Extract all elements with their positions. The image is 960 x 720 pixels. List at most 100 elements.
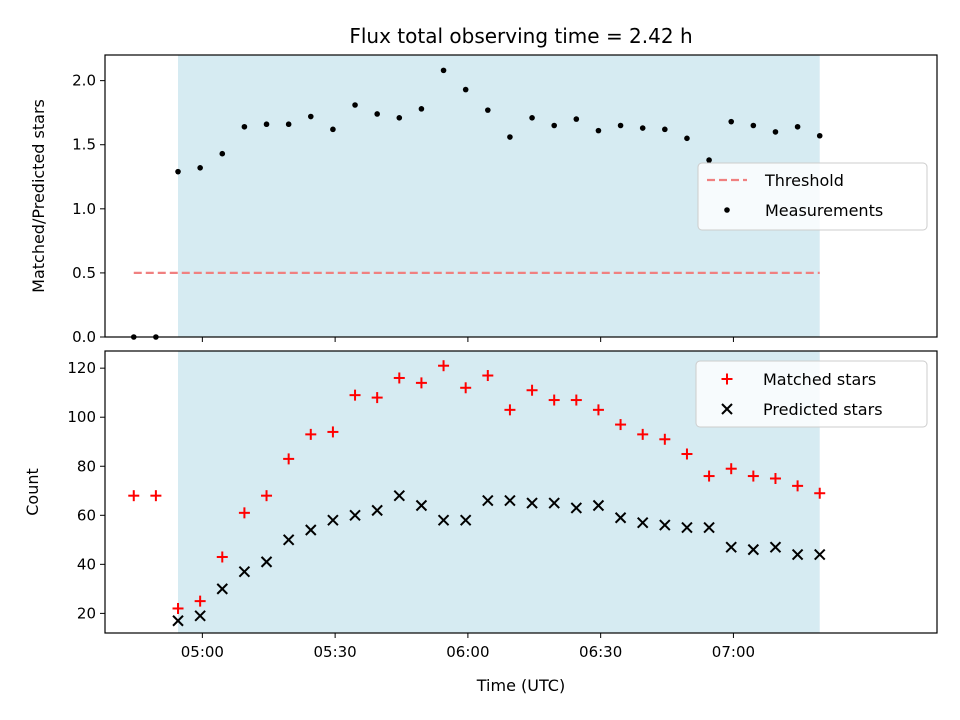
measurement-point: [750, 122, 757, 129]
measurement-point: [330, 126, 336, 133]
matched-star-point: [150, 490, 162, 502]
matched-star-point: [261, 490, 273, 502]
predicted-star-point-b: [769, 541, 782, 553]
predicted-star-point: [570, 502, 583, 514]
predicted-star-point-b: [592, 499, 605, 512]
measurement-point: [396, 115, 403, 121]
legend-bottom: [695, 360, 928, 428]
matched-star-point: [592, 404, 604, 416]
legend-predicted-label: Predicted stars: [763, 400, 883, 419]
predicted-star-point-b: [570, 502, 583, 514]
predicted-star-point: [482, 494, 494, 507]
matched-star-point: [194, 595, 206, 607]
predicted-star-point: [282, 534, 295, 546]
predicted-star-point-b: [393, 489, 406, 502]
legend-measurement-marker: [724, 207, 730, 213]
y-tick-label-bottom: 80: [77, 457, 96, 475]
chart-title: Flux total observing time = 2.42 h: [349, 24, 692, 48]
predicted-star-point: [504, 494, 516, 507]
measurement-point: [816, 132, 823, 139]
x-axis-label: Time (UTC): [476, 676, 565, 695]
predicted-star-point-b: [437, 514, 450, 526]
predicted-star-point-b: [614, 512, 627, 524]
x-tick-label: 05:00: [181, 643, 224, 661]
measurement-point: [507, 134, 513, 140]
matched-star-point: [482, 370, 494, 382]
y-tick-label-bottom: 40: [77, 555, 96, 573]
matched-star-point: [792, 480, 804, 492]
predicted-star-point: [459, 514, 472, 526]
measurement-point: [440, 67, 447, 74]
predicted-star-point-b: [791, 548, 804, 561]
predicted-star-point: [769, 541, 782, 553]
matched-star-point: [216, 551, 228, 563]
matched-star-point: [438, 360, 450, 372]
predicted-star-point: [327, 514, 339, 526]
predicted-star-point-b: [216, 583, 228, 595]
measurement-point: [241, 123, 248, 130]
y-tick-label-bottom: 100: [67, 408, 96, 426]
matched-star-point: [548, 394, 560, 406]
measurement-point: [307, 113, 314, 120]
predicted-star-point: [393, 489, 406, 502]
predicted-star-point-b: [636, 516, 649, 529]
predicted-star-point: [216, 583, 228, 595]
predicted-star-point-b: [349, 509, 361, 522]
measurement-point: [772, 129, 779, 135]
predicted-star-point: [238, 565, 251, 578]
predicted-star-point: [437, 514, 450, 526]
matched-star-point: [393, 372, 405, 384]
measurement-point: [263, 121, 270, 128]
matched-star-point: [681, 448, 693, 460]
predicted-star-point: [703, 521, 715, 534]
y-tick-label-top: 1.0: [72, 200, 96, 218]
legend-threshold-label: Threshold: [764, 171, 844, 190]
predicted-star-point: [614, 512, 627, 524]
matched-star-point: [570, 394, 582, 406]
matched-star-point: [415, 377, 427, 389]
matched-star-point: [371, 392, 383, 404]
y-tick-label-bottom: 20: [77, 604, 96, 622]
matched-star-point: [238, 507, 250, 519]
matched-star-point: [659, 433, 671, 445]
predicted-star-point-b: [260, 556, 273, 568]
matched-star-point: [637, 428, 649, 440]
predicted-star-point-b: [548, 497, 560, 509]
measurement-point: [175, 168, 181, 175]
matched-star-point: [747, 470, 759, 482]
predicted-star-point: [172, 615, 184, 627]
x-tick-label: 06:00: [446, 643, 489, 661]
measurement-point: [706, 157, 712, 163]
predicted-star-point: [747, 543, 760, 556]
matched-star-point: [327, 426, 339, 438]
predicted-star-point-b: [814, 548, 826, 561]
predicted-star-point-b: [327, 514, 339, 526]
predicted-star-point-b: [725, 541, 737, 553]
measurement-point: [285, 121, 292, 128]
predicted-star-point-b: [526, 497, 538, 509]
matched-star-point: [305, 428, 317, 440]
predicted-star-point: [592, 499, 605, 512]
legend-matched-marker: [721, 373, 733, 385]
predicted-star-point-b: [504, 494, 516, 507]
matched-star-point: [615, 419, 627, 431]
measurement-point: [352, 102, 358, 108]
measurement-point: [529, 115, 535, 121]
predicted-star-point-b: [459, 514, 472, 526]
predicted-star-point-b: [703, 521, 715, 534]
legend-top: [697, 162, 928, 231]
matched-star-point: [460, 382, 472, 394]
x-tick-label: 06:30: [579, 643, 622, 661]
y-tick-label-top: 1.5: [72, 136, 96, 154]
predicted-star-point-b: [305, 524, 317, 536]
measurement-point: [662, 126, 668, 133]
legend-matched-label: Matched stars: [763, 370, 876, 389]
measurement-point: [728, 118, 735, 125]
matched-star-point: [725, 463, 737, 475]
measurement-point: [374, 111, 380, 117]
predicted-star-point-b: [371, 504, 383, 517]
x-tick-label: 05:30: [314, 643, 357, 661]
x-tick-label: 07:00: [712, 643, 755, 661]
legend-measurement-label: Measurements: [765, 201, 883, 220]
